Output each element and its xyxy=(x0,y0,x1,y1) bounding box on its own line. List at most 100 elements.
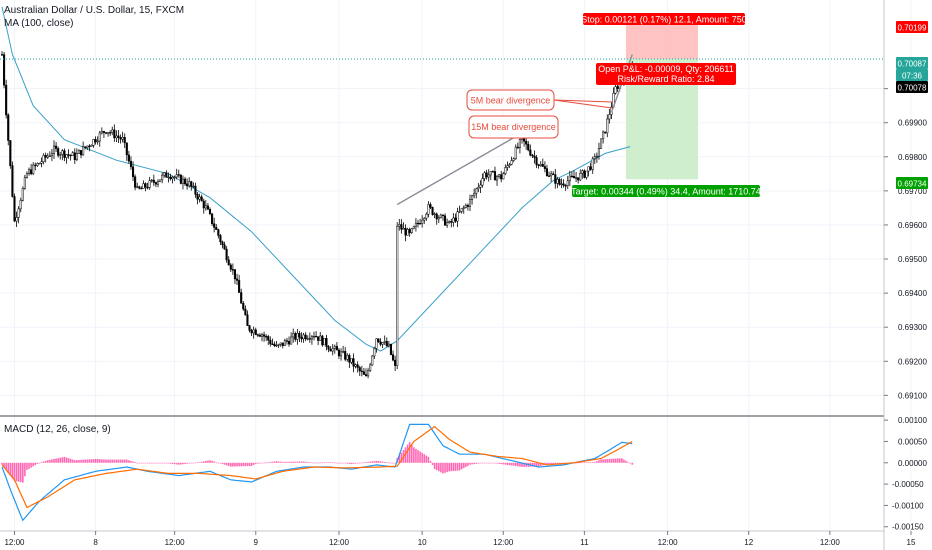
candle-body xyxy=(90,145,93,147)
macd-hist-bar xyxy=(452,462,455,472)
candle-body xyxy=(277,344,280,346)
macd-hist-bar xyxy=(616,458,619,463)
pnl-label[interactable]: Open P&L: -0.00009, Qty: 206611 Risk/Rew… xyxy=(596,63,736,85)
candle-body xyxy=(525,140,528,145)
macd-hist-bar xyxy=(192,462,195,464)
macd-hist-bar xyxy=(219,462,222,464)
candle-body xyxy=(587,166,590,172)
macd-hist-bar xyxy=(544,462,546,465)
macd-hist-bar xyxy=(625,460,627,463)
candle-body xyxy=(533,155,536,158)
candle-body xyxy=(100,131,103,134)
candle-body xyxy=(396,225,399,366)
candle-body xyxy=(13,196,16,222)
candle-body xyxy=(188,181,191,187)
candle-body xyxy=(15,217,18,222)
macd-hist-bar xyxy=(165,462,168,464)
macd-hist-bar xyxy=(462,462,465,469)
candle-body xyxy=(437,217,440,220)
pnl-text: Open P&L: -0.00009, Qty: 206611 xyxy=(598,64,733,74)
macd-hist-bar xyxy=(431,462,434,465)
macd-hist-bar xyxy=(373,461,376,463)
annotation-5m[interactable]: 5M bear divergence xyxy=(466,89,613,111)
time-axis[interactable]: 12:00 8 12:00 9 12:00 10 12:00 11 12:00 12 12:00 15… xyxy=(4,531,932,547)
macd-hist-bar xyxy=(413,447,415,463)
macd-legend[interactable]: MACD (12, 26, close, 9) xyxy=(4,424,111,435)
macd-hist-bar xyxy=(354,462,357,464)
time-tick-label: 12:00 xyxy=(820,538,841,547)
macd-hist-bar xyxy=(631,462,634,465)
candle-body xyxy=(348,355,351,363)
macd-hist-bar xyxy=(103,459,105,463)
macd-hist-bar xyxy=(537,462,540,467)
candle-body xyxy=(113,129,116,139)
candle-body xyxy=(516,146,519,149)
ma-legend[interactable]: MA (100, close) xyxy=(4,18,74,29)
stop-label[interactable]: Stop: 0.00121 (0.17%) 12.1, Amount: 750 xyxy=(581,13,747,25)
candle-body xyxy=(487,174,490,178)
macd-hist-bar xyxy=(98,459,101,463)
macd-hist-bar xyxy=(232,462,234,467)
candle-body xyxy=(375,338,378,349)
time-tick-label: 12 xyxy=(744,538,753,547)
macd-hist-bar xyxy=(130,460,132,463)
macd-tick-label: -0.00150 xyxy=(892,523,924,532)
candle-body xyxy=(138,186,141,189)
macd-hist-bar xyxy=(163,462,166,464)
macd-hist-bar xyxy=(583,462,586,463)
macd-hist-bar xyxy=(338,462,340,464)
candle-body xyxy=(79,150,83,156)
candle-body xyxy=(491,171,494,173)
macd-hist-bar xyxy=(171,462,174,464)
candle-body xyxy=(419,223,422,225)
candle-body xyxy=(169,176,172,180)
target-label[interactable]: Target: 0.00344 (0.49%) 34.4, Amount: 17… xyxy=(571,185,761,197)
macd-hist-bar xyxy=(269,461,272,463)
candle-body xyxy=(354,364,357,367)
tag-target-text: 0.69734 xyxy=(898,180,927,189)
candles xyxy=(0,51,634,379)
macd-hist-bar xyxy=(28,462,30,469)
candle-body xyxy=(529,149,532,156)
macd-hist-bar xyxy=(167,462,170,464)
candle-body xyxy=(159,179,162,182)
symbol-title[interactable]: Australian Dollar / U.S. Dollar, 15, FXC… xyxy=(4,5,185,16)
macd-hist-bar xyxy=(146,462,149,464)
candle-body xyxy=(107,132,110,134)
annotation-15m[interactable]: 15M bear divergence xyxy=(468,115,559,140)
macd-hist-bar xyxy=(13,462,16,481)
macd-hist-bar xyxy=(417,450,419,463)
time-tick-label: 12:00 xyxy=(4,538,25,547)
candle-body xyxy=(50,153,53,157)
macd-hist-bar xyxy=(606,459,609,463)
macd-hist-bar xyxy=(623,459,625,463)
macd-hist-bar xyxy=(11,462,14,479)
candle-body xyxy=(204,205,207,209)
candle-body xyxy=(9,140,12,166)
candle-body xyxy=(217,229,220,236)
candle-body xyxy=(175,174,178,178)
macd-hist-bar xyxy=(546,462,548,465)
macd-hist-bar xyxy=(521,462,523,467)
candle-body xyxy=(456,211,459,222)
candle-body xyxy=(394,359,397,366)
candle-body xyxy=(111,129,114,133)
macd-axis[interactable]: 0.00100 0.00050 0.00000 -0.00050 -0.00100 -0.… xyxy=(884,416,927,532)
macd-hist-bar xyxy=(215,462,218,463)
candle-body xyxy=(246,314,249,326)
candle-body xyxy=(150,179,153,182)
candle-body xyxy=(48,155,51,157)
candle-body xyxy=(344,351,347,360)
candle-body xyxy=(477,187,480,190)
macd-hist-bar xyxy=(157,462,159,464)
price-axis[interactable]: 0.69100 0.69200 0.69300 0.69400 0.69500 0.696… xyxy=(884,85,927,401)
macd-hist-bar xyxy=(59,457,62,463)
candle-body xyxy=(616,86,619,89)
candle-body xyxy=(337,349,341,357)
macd-hist-bar xyxy=(492,462,494,464)
macd-hist-bar xyxy=(173,462,176,465)
candle-body xyxy=(61,150,64,155)
macd-hist-bar xyxy=(502,462,505,465)
macd-hist-bar xyxy=(427,456,430,463)
candle-body xyxy=(500,174,503,180)
